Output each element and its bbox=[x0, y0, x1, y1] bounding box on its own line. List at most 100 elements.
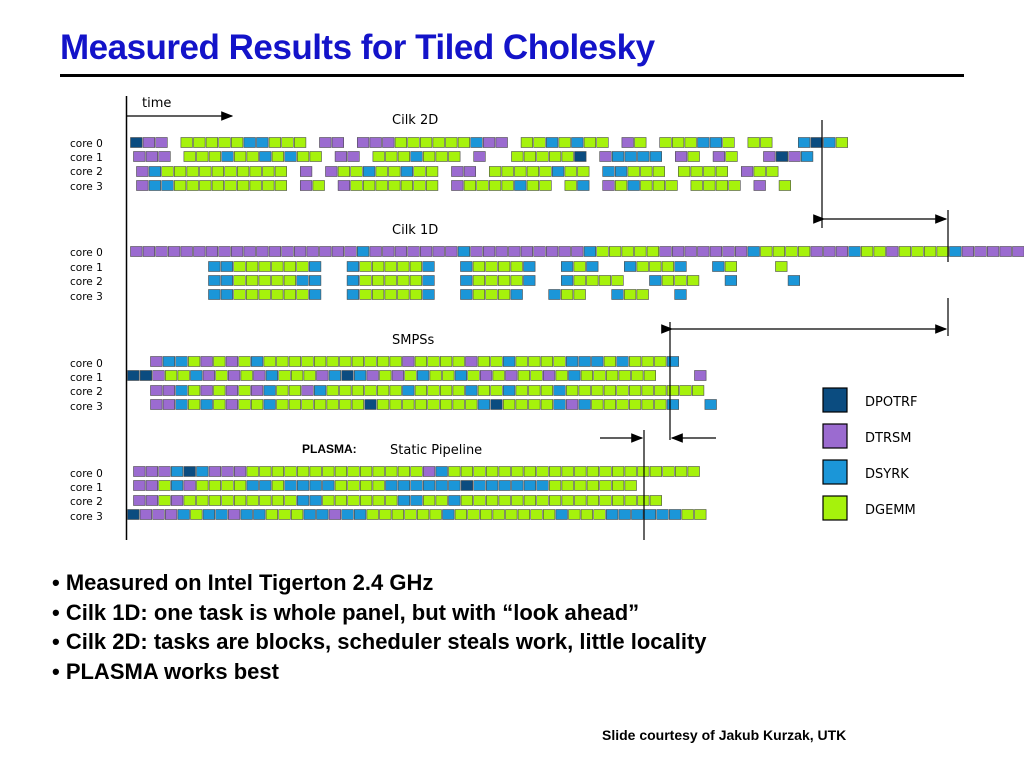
task-block bbox=[511, 480, 524, 491]
task-block bbox=[397, 480, 411, 491]
task-block bbox=[605, 370, 619, 381]
task-block bbox=[243, 246, 256, 257]
task-block bbox=[246, 261, 259, 272]
task-block bbox=[1012, 246, 1024, 257]
legend-swatch-dgemm bbox=[822, 495, 848, 521]
task-block bbox=[369, 137, 382, 148]
task-block bbox=[299, 166, 313, 177]
task-block bbox=[560, 275, 574, 286]
task-block bbox=[457, 246, 471, 257]
slide-title: Measured Results for Tiled Cholesky bbox=[60, 28, 655, 67]
task-block bbox=[636, 289, 649, 300]
task-block bbox=[234, 466, 247, 477]
task-block bbox=[611, 466, 625, 477]
task-block bbox=[785, 246, 798, 257]
task-block bbox=[271, 275, 284, 286]
task-block bbox=[568, 509, 581, 520]
task-block bbox=[442, 370, 455, 381]
task-block bbox=[296, 151, 310, 162]
task-block bbox=[385, 151, 398, 162]
task-block bbox=[369, 246, 382, 257]
task-block bbox=[208, 289, 221, 300]
task-block bbox=[445, 246, 458, 257]
task-block bbox=[262, 180, 275, 191]
task-block bbox=[611, 495, 625, 506]
task-block bbox=[174, 166, 187, 177]
task-block bbox=[256, 246, 269, 257]
task-block bbox=[347, 466, 360, 477]
core-label: core 1 bbox=[70, 152, 103, 164]
task-block bbox=[479, 370, 493, 381]
task-block bbox=[171, 480, 184, 491]
task-block bbox=[835, 137, 848, 148]
task-block bbox=[523, 275, 536, 286]
task-block bbox=[262, 166, 275, 177]
task-block bbox=[724, 261, 737, 272]
task-block bbox=[591, 356, 604, 367]
task-block bbox=[560, 261, 574, 272]
task-block bbox=[145, 466, 159, 477]
task-block bbox=[810, 246, 823, 257]
task-block bbox=[213, 356, 226, 367]
task-block bbox=[419, 246, 433, 257]
task-block bbox=[797, 246, 811, 257]
task-block bbox=[271, 466, 285, 477]
task-block bbox=[463, 166, 477, 177]
task-block bbox=[301, 356, 314, 367]
task-block bbox=[473, 495, 486, 506]
task-block bbox=[319, 137, 332, 148]
task-block bbox=[577, 180, 590, 191]
task-block bbox=[161, 180, 174, 191]
task-block bbox=[200, 399, 213, 410]
task-block bbox=[416, 370, 430, 381]
task-block bbox=[725, 151, 738, 162]
task-block bbox=[394, 137, 408, 148]
task-block bbox=[334, 151, 348, 162]
task-block bbox=[641, 399, 654, 410]
task-block bbox=[860, 246, 874, 257]
task-block bbox=[152, 370, 165, 381]
task-block bbox=[574, 480, 587, 491]
task-block bbox=[331, 137, 345, 148]
task-block bbox=[573, 289, 586, 300]
task-block bbox=[640, 166, 653, 177]
task-block bbox=[284, 466, 297, 477]
task-block bbox=[193, 246, 206, 257]
task-block bbox=[148, 180, 162, 191]
task-block bbox=[410, 495, 423, 506]
task-block bbox=[190, 370, 203, 381]
task-block bbox=[422, 289, 435, 300]
task-block bbox=[608, 246, 622, 257]
task-block bbox=[502, 356, 516, 367]
task-block bbox=[220, 261, 234, 272]
task-block bbox=[225, 399, 239, 410]
core-labels-smpss: core 0 core 1 core 2 core 3 bbox=[70, 358, 103, 413]
task-block bbox=[591, 385, 604, 396]
task-block bbox=[454, 509, 468, 520]
task-block bbox=[681, 509, 694, 520]
task-block bbox=[508, 246, 521, 257]
task-block bbox=[246, 151, 259, 162]
task-block bbox=[142, 137, 156, 148]
task-block bbox=[130, 246, 143, 257]
task-block bbox=[661, 261, 674, 272]
task-blocks bbox=[127, 137, 1024, 520]
task-block bbox=[548, 151, 562, 162]
task-block bbox=[208, 275, 221, 286]
task-block bbox=[591, 399, 604, 410]
task-block bbox=[624, 151, 637, 162]
task-block bbox=[224, 180, 237, 191]
task-block bbox=[488, 180, 502, 191]
task-block bbox=[586, 466, 599, 477]
task-block bbox=[281, 246, 294, 257]
task-block bbox=[388, 166, 401, 177]
task-block bbox=[268, 246, 282, 257]
task-block bbox=[631, 370, 644, 381]
task-block bbox=[603, 385, 616, 396]
task-block bbox=[485, 480, 499, 491]
task-block bbox=[580, 370, 593, 381]
task-block bbox=[618, 370, 631, 381]
task-block bbox=[511, 151, 524, 162]
task-block bbox=[659, 137, 672, 148]
task-block bbox=[372, 480, 385, 491]
